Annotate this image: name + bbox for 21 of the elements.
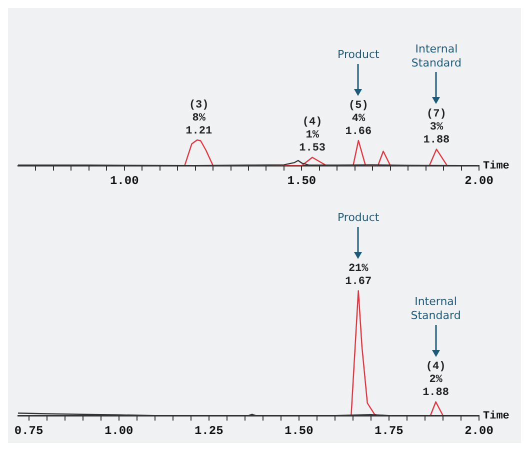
- x-axis-title: Time: [483, 410, 510, 422]
- annotation: (7) 3% 1.88: [423, 108, 450, 146]
- annotation: (3) 8% 1.21: [186, 99, 212, 138]
- text: Product: [338, 48, 380, 61]
- x-tick-label: 1.75: [374, 424, 404, 438]
- annotation: (5) 4% 1.66: [345, 100, 372, 138]
- annotation: (4) 1% 1.53: [299, 116, 326, 155]
- x-tick-label: 1.50: [287, 174, 316, 188]
- x-tick-label: 0.75: [14, 424, 44, 438]
- x-tick-label: 1.00: [110, 174, 139, 188]
- x-axis-title: Time: [483, 160, 510, 172]
- x-tick-label: 1.50: [284, 424, 314, 438]
- x-tick-label: 1.25: [194, 424, 224, 438]
- annotation: 21% 1.67: [345, 262, 372, 288]
- text: Internal Standard: [411, 42, 462, 70]
- annotation: Internal Standard: [410, 295, 461, 322]
- x-tick-label: 1.00: [104, 424, 134, 438]
- x-tick-label: 2.00: [464, 174, 494, 188]
- x-tick-label: 2.00: [464, 424, 494, 438]
- annotation: (4) 2% 1.88: [422, 361, 450, 400]
- text: Product: [337, 211, 380, 224]
